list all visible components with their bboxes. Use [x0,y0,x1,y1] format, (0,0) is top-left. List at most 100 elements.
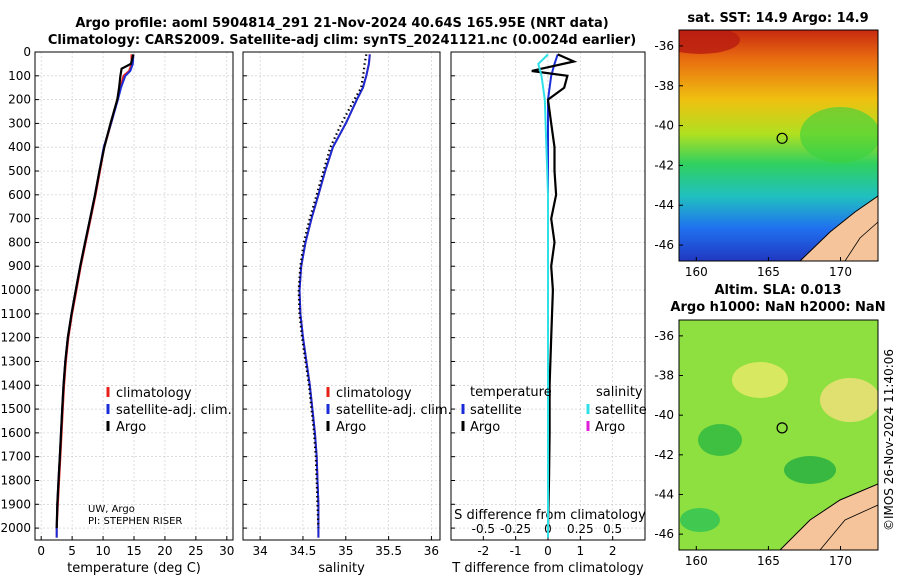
x-axis-label: temperature (deg C) [67,561,201,576]
legend-label: satellite-adj. clim. [116,403,232,418]
sla-map-subtitle: Argo h1000: NaN h2000: NaN [670,300,885,315]
map-y-tick-label: -42 [654,158,674,172]
y-tick-label: 1900 [0,497,31,511]
sla-map-title: Altim. SLA: 0.013 [715,283,842,298]
series-line [55,54,135,529]
legend-label: Argo [470,420,500,435]
x-tick-label: 35.5 [375,544,402,558]
x-tick-label: 36 [424,544,439,558]
legend-label: Argo [116,420,146,435]
y-tick-label: 1200 [0,331,31,345]
y-tick-label: 700 [8,212,31,226]
sla-high-patch [820,378,878,422]
y-tick-label: 800 [8,235,31,249]
series-line [55,54,135,538]
map-y-tick-label: -42 [654,448,674,462]
x-tick-label: 10 [95,544,110,558]
y-tick-label: 200 [8,93,31,107]
map-y-tick-label: -38 [654,79,674,93]
sla-land-nz [780,484,878,550]
sla-contour [819,504,878,550]
legend-label: climatology [336,386,412,401]
y-tick-label: 900 [8,259,31,273]
sla-low-patch [680,508,720,532]
sla-low-patch [784,456,836,484]
y-tick-label: 1600 [0,426,31,440]
x-tick-label: 15 [126,544,141,558]
sla-map-panel: Altim. SLA: 0.013 Argo h1000: NaN h2000:… [654,283,885,568]
legend-title: salinity [596,385,643,400]
legend-label: Argo [595,420,625,435]
series-line [298,54,371,538]
x2-axis-label: S difference from climatology [454,508,646,523]
map-y-tick-label: -46 [654,527,674,541]
y-tick-label: 1800 [0,473,31,487]
sst-coastline [799,195,878,261]
legend-label: Argo [336,420,366,435]
map-y-tick-label: -36 [654,39,674,53]
series-line [537,53,549,538]
salinity-profile-panel: 34 34.5 35 35.5 36 salinity climatology satelli… [242,51,452,576]
x-tick-label: 35 [338,544,353,558]
legend-label: satellite [470,403,522,418]
x-tick-label: -1 [510,544,522,558]
y-tick-label: 1100 [0,307,31,321]
x-tick-label: 25 [188,544,203,558]
series-line [298,54,371,538]
y-tick-label: 100 [8,69,31,83]
y-tick-label: 0 [23,45,31,59]
sst-contour [844,221,878,261]
map-x-tick-label: 165 [757,265,780,279]
temperature-profile-panel: 0 5 10 15 20 25 30 temperature (deg C) 0 100 200 30… [0,45,234,576]
legend-label: satellite [595,403,647,418]
legend-title: temperature [470,385,552,400]
x2-tick-label: 0.5 [603,522,622,536]
series-line [531,53,578,529]
y-tick-label: 1700 [0,450,31,464]
x-axis-label: T difference from climatology [451,561,644,576]
map-x-tick-label: 165 [757,554,780,568]
map-x-tick-label: 170 [829,554,852,568]
map-y-tick-label: -36 [654,329,674,343]
x-tick-label: 5 [68,544,76,558]
x2-tick-label: 0.25 [567,522,594,536]
sst-green-patch [800,107,878,163]
map-y-tick-label: -38 [654,369,674,383]
sla-coastline [779,483,878,550]
sla-high-patch [732,362,788,398]
series-line [55,54,133,538]
x-tick-label: 20 [157,544,172,558]
imos-stamp: ©IMOS 26-Nov-2024 11:40:06 [882,349,896,531]
sst-map-panel: sat. SST: 14.9 Argo: 14.9 160 165 170 -36 -3… [654,11,879,279]
figure-subtitle: Climatology: CARS2009. Satellite-adj cli… [48,33,636,48]
y-tick-label: 600 [8,188,31,202]
map-y-tick-label: -40 [654,119,674,133]
y-tick-label: 1400 [0,378,31,392]
y-tick-label: 2000 [0,521,31,535]
y-tick-label: 1300 [0,354,31,368]
series-line [297,54,368,529]
difference-profile-panel: -2 -1 0 1 2 T difference from climatology -0.5… [450,51,647,576]
legend-label: climatology [116,386,192,401]
figure-title: Argo profile: aoml 5904814_291 21-Nov-20… [75,16,608,31]
x2-tick-label: -0.25 [500,522,531,536]
map-y-tick-label: -44 [654,487,674,501]
x-tick-label: 34 [252,544,267,558]
x-tick-label: 2 [609,544,617,558]
x-tick-label: 34.5 [290,544,317,558]
x2-tick-label: -0.5 [472,522,495,536]
map-x-tick-label: 160 [685,265,708,279]
x-tick-label: 0 [37,544,45,558]
source-note: UW, Argo [88,504,135,515]
sla-low-patch [698,424,742,456]
map-x-tick-label: 170 [829,265,852,279]
x-tick-label: 1 [577,544,585,558]
y-tick-label: 500 [8,164,31,178]
plot-frame [242,51,441,541]
sst-land-nz [800,196,878,261]
sla-map-axes: 160 165 170 -36 -38 -40 -42 -44 -46 [654,329,852,568]
x-axis-label: salinity [318,561,365,576]
y-tick-label: 1000 [0,283,31,297]
legend-label: satellite-adj. clim. [336,403,452,418]
